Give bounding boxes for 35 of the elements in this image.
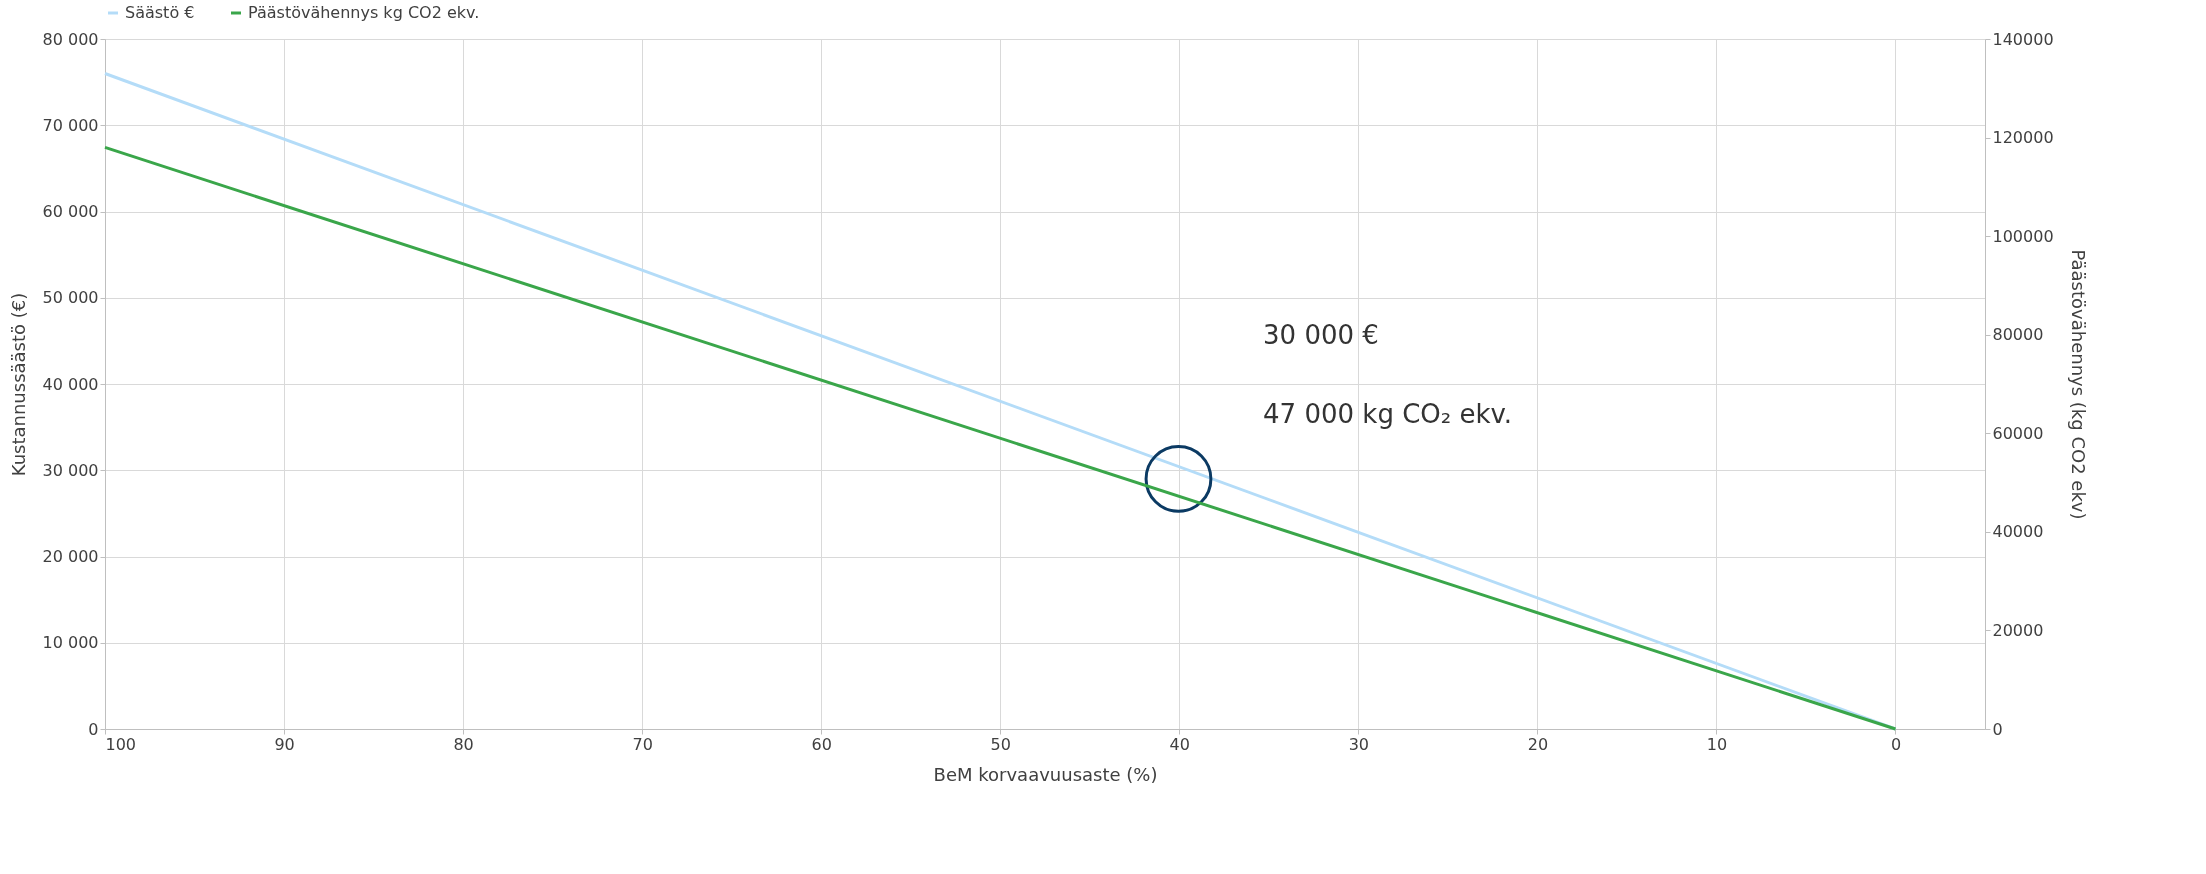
x-tick-label: 50 — [990, 734, 1011, 754]
x-axis-title: BeM korvaavuusaste (%) — [933, 763, 1158, 785]
y2-tick-label: 0 — [1992, 719, 2003, 739]
legend-label: Säästö € — [125, 3, 195, 22]
y-tick-label: 0 — [88, 719, 99, 739]
y-tick-label: 40 000 — [42, 374, 99, 394]
legend-label: Päästövähennys kg CO2 ekv. — [248, 3, 480, 22]
x-tick-label: 100 — [105, 734, 137, 754]
y-tick-label: 30 000 — [42, 460, 99, 480]
y2-tick-label: 60000 — [1992, 423, 2044, 443]
x-tick-label: 30 — [1348, 734, 1370, 754]
y-tick-label: 70 000 — [42, 115, 99, 135]
x-tick-label: 20 — [1527, 734, 1549, 754]
x-tick-label: 90 — [274, 734, 295, 754]
y-axis-title: Kustannussäästö (€) — [7, 292, 29, 477]
y2-tick-label: 40000 — [1992, 522, 2044, 542]
y2-axis-title: Päästövähennys (kg CO2 ekv) — [2067, 249, 2089, 520]
x-tick-label: 60 — [811, 734, 832, 754]
x-tick-label: 40 — [1169, 734, 1190, 754]
y-tick-label: 10 000 — [42, 633, 99, 653]
annotation: 47 000 kg CO₂ ekv. — [1263, 399, 1513, 430]
x-tick-label: 10 — [1706, 734, 1728, 754]
y2-tick-label: 80000 — [1992, 325, 2044, 345]
x-tick-label: 0 — [1890, 734, 1902, 754]
x-tick-label: 80 — [453, 734, 474, 754]
y2-tick-label: 120000 — [1992, 128, 2054, 148]
y-tick-label: 80 000 — [42, 29, 99, 49]
y-tick-label: 60 000 — [42, 202, 99, 221]
annotation: 30 000 € — [1263, 320, 1379, 351]
y-tick-label: 50 000 — [42, 288, 99, 308]
y2-tick-label: 100000 — [1992, 226, 2054, 246]
y2-tick-label: 140000 — [1992, 29, 2054, 49]
x-tick-label: 70 — [632, 734, 653, 754]
y-tick-label: 20 000 — [42, 547, 99, 566]
y2-tick-label: 20000 — [1992, 620, 2044, 640]
